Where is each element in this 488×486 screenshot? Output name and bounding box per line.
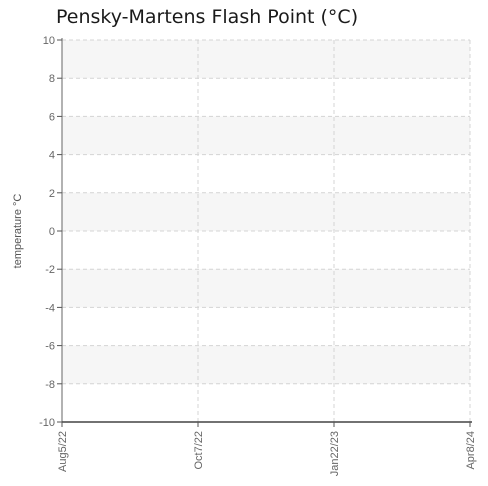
y-axis-label: temperature °C [12,194,24,269]
x-tick-label: Jan22/23 [329,431,341,476]
x-tick-label: Apr8/24 [465,431,477,470]
y-tick-label: 0 [49,226,55,238]
background-band [62,192,470,231]
axes [61,38,472,423]
y-tick-label: 4 [49,150,55,162]
x-tick-label: Oct7/22 [193,431,205,470]
y-tick-label: 6 [49,111,55,123]
y-tick-label: 8 [49,73,55,85]
background-band [62,40,470,79]
y-tick-label: -2 [45,264,55,276]
y-tick-label: 2 [49,188,55,200]
background-band [62,345,470,384]
y-tick-label: -4 [45,302,55,314]
y-tick-label: 10 [43,35,55,47]
x-tick-label: Aug5/22 [57,431,69,472]
y-tick-label: -10 [39,417,55,429]
background-bands [62,40,470,384]
y-tick-label: -6 [45,341,55,353]
background-band [62,269,470,308]
x-axis-ticks: Aug5/22 Oct7/22 Jan22/23 Apr8/24 [57,422,477,476]
chart-title: Pensky-Martens Flash Point (°C) [56,6,359,28]
y-tick-label: -8 [45,379,55,391]
y-axis-ticks: 10 8 6 4 2 0 -2 -4 -6 -8 -10 [39,35,62,429]
background-band [62,116,470,155]
